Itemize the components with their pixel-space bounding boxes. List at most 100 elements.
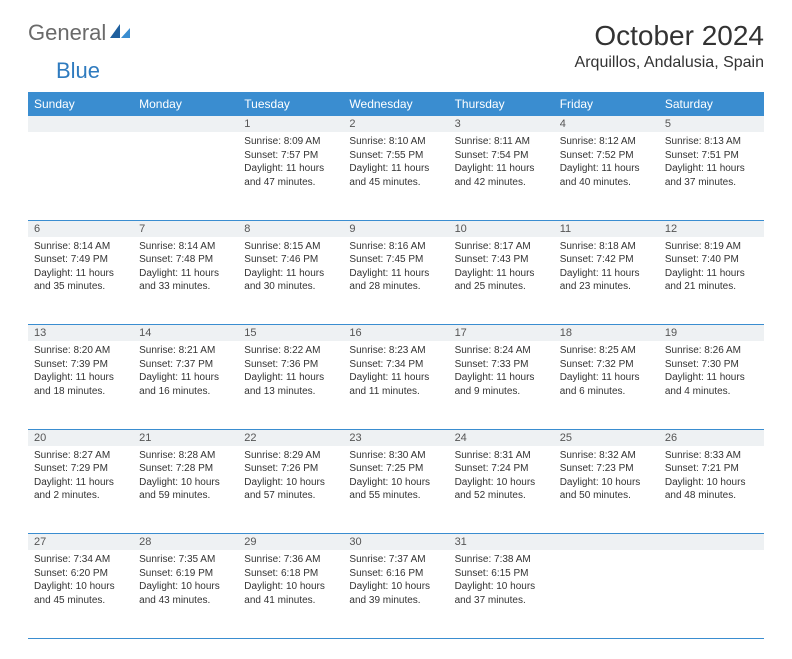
sunset-text: Sunset: 7:37 PM — [139, 358, 232, 372]
sunrise-text: Sunrise: 8:31 AM — [455, 449, 548, 463]
day-number: 23 — [343, 429, 448, 446]
day-number: 24 — [449, 429, 554, 446]
day-cell: Sunrise: 8:21 AMSunset: 7:37 PMDaylight:… — [133, 341, 238, 429]
sunset-text: Sunset: 7:21 PM — [665, 462, 758, 476]
sunset-text: Sunset: 6:19 PM — [139, 567, 232, 581]
sunset-text: Sunset: 6:15 PM — [455, 567, 548, 581]
day-number: 6 — [28, 220, 133, 237]
day-cell: Sunrise: 8:27 AMSunset: 7:29 PMDaylight:… — [28, 446, 133, 534]
day-cell: Sunrise: 7:37 AMSunset: 6:16 PMDaylight:… — [343, 550, 448, 638]
day-cell — [659, 550, 764, 638]
sunrise-text: Sunrise: 8:20 AM — [34, 344, 127, 358]
day-number: 13 — [28, 325, 133, 342]
daylight-text: Daylight: 11 hours and 28 minutes. — [349, 267, 442, 294]
daylight-text: Daylight: 10 hours and 45 minutes. — [34, 580, 127, 607]
sunset-text: Sunset: 7:40 PM — [665, 253, 758, 267]
day-number — [554, 534, 659, 551]
sunrise-text: Sunrise: 8:11 AM — [455, 135, 548, 149]
logo-text-2: Blue — [56, 58, 100, 83]
sunrise-text: Sunrise: 8:09 AM — [244, 135, 337, 149]
daylight-text: Daylight: 11 hours and 37 minutes. — [665, 162, 758, 189]
sunrise-text: Sunrise: 8:26 AM — [665, 344, 758, 358]
sunset-text: Sunset: 6:16 PM — [349, 567, 442, 581]
weekday-header: Friday — [554, 92, 659, 116]
sunset-text: Sunset: 7:48 PM — [139, 253, 232, 267]
day-cell: Sunrise: 8:11 AMSunset: 7:54 PMDaylight:… — [449, 132, 554, 220]
day-number: 18 — [554, 325, 659, 342]
day-number: 28 — [133, 534, 238, 551]
sunrise-text: Sunrise: 8:29 AM — [244, 449, 337, 463]
day-number: 1 — [238, 116, 343, 132]
logo-text-1: General — [28, 20, 106, 46]
day-number: 22 — [238, 429, 343, 446]
content-row: Sunrise: 8:14 AMSunset: 7:49 PMDaylight:… — [28, 237, 764, 325]
content-row: Sunrise: 8:27 AMSunset: 7:29 PMDaylight:… — [28, 446, 764, 534]
sunset-text: Sunset: 7:55 PM — [349, 149, 442, 163]
daylight-text: Daylight: 11 hours and 9 minutes. — [455, 371, 548, 398]
sunset-text: Sunset: 7:51 PM — [665, 149, 758, 163]
sunrise-text: Sunrise: 8:33 AM — [665, 449, 758, 463]
day-cell: Sunrise: 7:35 AMSunset: 6:19 PMDaylight:… — [133, 550, 238, 638]
calendar-body: 12345Sunrise: 8:09 AMSunset: 7:57 PMDayl… — [28, 116, 764, 638]
daylight-text: Daylight: 10 hours and 43 minutes. — [139, 580, 232, 607]
day-cell: Sunrise: 8:24 AMSunset: 7:33 PMDaylight:… — [449, 341, 554, 429]
day-number: 9 — [343, 220, 448, 237]
day-number: 4 — [554, 116, 659, 132]
day-number — [659, 534, 764, 551]
sunrise-text: Sunrise: 8:32 AM — [560, 449, 653, 463]
title-block: October 2024 Arquillos, Andalusia, Spain — [575, 20, 764, 72]
day-cell — [133, 132, 238, 220]
daylight-text: Daylight: 10 hours and 37 minutes. — [455, 580, 548, 607]
day-cell — [28, 132, 133, 220]
day-number: 30 — [343, 534, 448, 551]
day-number: 21 — [133, 429, 238, 446]
weekday-header: Thursday — [449, 92, 554, 116]
day-cell: Sunrise: 8:10 AMSunset: 7:55 PMDaylight:… — [343, 132, 448, 220]
day-cell: Sunrise: 8:29 AMSunset: 7:26 PMDaylight:… — [238, 446, 343, 534]
sunrise-text: Sunrise: 7:35 AM — [139, 553, 232, 567]
day-cell: Sunrise: 8:22 AMSunset: 7:36 PMDaylight:… — [238, 341, 343, 429]
sunset-text: Sunset: 7:24 PM — [455, 462, 548, 476]
day-cell: Sunrise: 7:38 AMSunset: 6:15 PMDaylight:… — [449, 550, 554, 638]
day-cell — [554, 550, 659, 638]
daylight-text: Daylight: 10 hours and 59 minutes. — [139, 476, 232, 503]
sunset-text: Sunset: 7:29 PM — [34, 462, 127, 476]
sunset-text: Sunset: 6:20 PM — [34, 567, 127, 581]
daylight-text: Daylight: 11 hours and 18 minutes. — [34, 371, 127, 398]
day-number: 2 — [343, 116, 448, 132]
day-cell: Sunrise: 8:15 AMSunset: 7:46 PMDaylight:… — [238, 237, 343, 325]
sunset-text: Sunset: 7:57 PM — [244, 149, 337, 163]
sunrise-text: Sunrise: 8:22 AM — [244, 344, 337, 358]
day-number: 31 — [449, 534, 554, 551]
weekday-header: Monday — [133, 92, 238, 116]
content-row: Sunrise: 7:34 AMSunset: 6:20 PMDaylight:… — [28, 550, 764, 638]
daylight-text: Daylight: 10 hours and 39 minutes. — [349, 580, 442, 607]
day-number: 3 — [449, 116, 554, 132]
weekday-header: Sunday — [28, 92, 133, 116]
daylight-text: Daylight: 11 hours and 33 minutes. — [139, 267, 232, 294]
day-cell: Sunrise: 7:36 AMSunset: 6:18 PMDaylight:… — [238, 550, 343, 638]
day-number: 5 — [659, 116, 764, 132]
daynum-row: 12345 — [28, 116, 764, 132]
sunset-text: Sunset: 7:42 PM — [560, 253, 653, 267]
sunrise-text: Sunrise: 8:14 AM — [139, 240, 232, 254]
daylight-text: Daylight: 10 hours and 48 minutes. — [665, 476, 758, 503]
logo-sail-icon — [110, 22, 132, 45]
sunrise-text: Sunrise: 8:10 AM — [349, 135, 442, 149]
day-number — [28, 116, 133, 132]
daylight-text: Daylight: 11 hours and 11 minutes. — [349, 371, 442, 398]
sunrise-text: Sunrise: 8:19 AM — [665, 240, 758, 254]
day-cell: Sunrise: 8:17 AMSunset: 7:43 PMDaylight:… — [449, 237, 554, 325]
day-cell: Sunrise: 8:16 AMSunset: 7:45 PMDaylight:… — [343, 237, 448, 325]
weekday-header-row: Sunday Monday Tuesday Wednesday Thursday… — [28, 92, 764, 116]
sunset-text: Sunset: 7:39 PM — [34, 358, 127, 372]
day-number: 15 — [238, 325, 343, 342]
day-number: 20 — [28, 429, 133, 446]
day-cell: Sunrise: 8:30 AMSunset: 7:25 PMDaylight:… — [343, 446, 448, 534]
sunset-text: Sunset: 7:36 PM — [244, 358, 337, 372]
day-number: 14 — [133, 325, 238, 342]
day-cell: Sunrise: 8:32 AMSunset: 7:23 PMDaylight:… — [554, 446, 659, 534]
day-cell: Sunrise: 8:33 AMSunset: 7:21 PMDaylight:… — [659, 446, 764, 534]
day-number: 11 — [554, 220, 659, 237]
daynum-row: 2728293031 — [28, 534, 764, 551]
